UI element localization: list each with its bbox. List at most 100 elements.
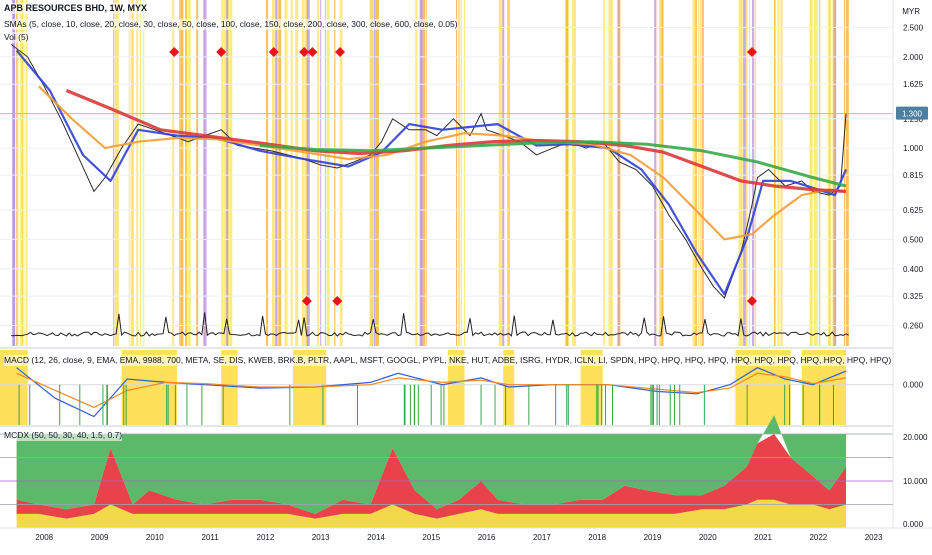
signal-stripe — [172, 0, 175, 346]
signal-stripe — [304, 0, 308, 346]
signal-stripe — [425, 0, 427, 346]
signal-stripe — [16, 0, 19, 346]
macd-zone — [221, 350, 238, 425]
x-tick-label: 2012 — [257, 533, 275, 542]
macd-tick-label: 0.000 — [903, 381, 924, 390]
signal-stripe — [603, 0, 605, 346]
signal-stripe — [500, 0, 503, 346]
price-tick-label: 0.260 — [903, 321, 924, 330]
signal-stripe — [415, 0, 418, 346]
signal-stripe — [754, 0, 756, 346]
x-tick-label: 2023 — [865, 533, 883, 542]
signal-diamond-top — [169, 47, 180, 57]
chart-title: APB RESOURCES BHD, 1W, MYX — [4, 3, 148, 14]
signal-stripe — [369, 0, 373, 346]
x-tick-label: 2009 — [91, 533, 109, 542]
signal-stripe — [203, 0, 207, 346]
signal-stripe — [604, 0, 606, 346]
sma-600-line — [259, 140, 847, 188]
signal-diamond-top — [335, 47, 346, 57]
sma-200-line — [65, 89, 847, 193]
x-tick-label: 2011 — [202, 533, 220, 542]
signal-stripe — [132, 0, 134, 346]
signal-diamond-top — [307, 47, 318, 57]
signal-stripe — [16, 0, 18, 346]
signal-stripe — [464, 0, 466, 346]
signal-stripe — [608, 0, 612, 346]
signal-stripe — [12, 0, 16, 346]
signal-stripe — [295, 0, 299, 346]
signal-stripe — [226, 0, 229, 346]
signal-stripe — [324, 0, 326, 346]
signal-stripe — [738, 0, 742, 346]
signal-diamond-top — [299, 47, 310, 57]
signal-stripe — [618, 0, 621, 346]
signal-stripe — [139, 0, 141, 346]
signal-stripe — [20, 0, 24, 346]
signal-stripe — [752, 0, 755, 346]
signal-stripe — [320, 0, 322, 346]
signal-stripe — [502, 0, 505, 346]
x-tick-label: 2021 — [754, 533, 772, 542]
price-tick-label: 2.000 — [903, 53, 924, 62]
x-axis-bg — [0, 528, 932, 550]
signal-stripe — [845, 0, 849, 346]
mcdx-banker-area — [16, 434, 846, 519]
last-price-label: 1.300 — [902, 110, 923, 119]
signal-stripe — [340, 0, 343, 346]
signal-stripe — [136, 0, 139, 346]
signal-stripe — [813, 0, 817, 346]
signal-stripe — [816, 0, 818, 346]
signal-stripe — [745, 0, 748, 346]
x-tick-label: 2017 — [533, 533, 551, 542]
signal-diamond-top — [216, 47, 227, 57]
x-tick-label: 2008 — [35, 533, 53, 542]
signal-stripe — [658, 0, 662, 346]
signal-diamond-bottom — [301, 296, 312, 306]
signal-stripe — [610, 0, 613, 346]
signal-stripe — [740, 0, 743, 346]
signal-stripe — [419, 0, 423, 346]
signal-stripe — [130, 0, 134, 346]
signal-stripe — [701, 0, 704, 346]
x-tick-label: 2022 — [809, 533, 827, 542]
signal-stripe — [699, 0, 702, 346]
x-tick-label: 2020 — [699, 533, 717, 542]
signal-diamond-bottom — [747, 296, 757, 306]
signal-stripe — [143, 0, 145, 346]
price-tick-label: 2.500 — [903, 24, 924, 33]
signal-stripe — [460, 0, 462, 346]
signal-stripe — [833, 0, 837, 346]
signal-stripe — [185, 0, 188, 346]
signal-stripe — [833, 0, 835, 346]
signal-stripe — [186, 0, 188, 346]
signal-stripe — [284, 0, 288, 346]
signal-stripe — [774, 0, 776, 346]
signal-stripe — [373, 0, 376, 346]
signal-stripe — [809, 0, 812, 346]
signal-stripe — [831, 0, 833, 346]
signal-stripe — [777, 0, 780, 346]
signal-diamond-bottom — [332, 296, 343, 306]
x-tick-label: 2014 — [367, 533, 385, 542]
signal-stripe — [180, 0, 184, 346]
price-tick-label: 0.625 — [903, 206, 924, 215]
signal-stripe — [179, 0, 181, 346]
signal-stripe — [229, 0, 233, 346]
price-tick-label: 1.625 — [903, 80, 924, 89]
signal-stripe — [780, 0, 783, 346]
mcdx-legend: MCDX (50, 50, 30, 40, 1.5, 0.7) — [4, 430, 123, 441]
price-tick-label: 0.400 — [903, 265, 924, 274]
signal-stripe — [572, 0, 575, 346]
mcdx-tick-label: 10.000 — [903, 477, 928, 486]
signal-stripe — [375, 0, 379, 346]
price-tick-label: 1.000 — [903, 144, 924, 153]
signal-stripe — [498, 0, 501, 346]
signal-stripe — [697, 0, 699, 346]
x-tick-label: 2013 — [312, 533, 330, 542]
signal-stripe — [810, 0, 813, 346]
signal-stripe — [223, 0, 227, 346]
last-price-badge — [896, 106, 928, 120]
mcdx-tick-label: 0.000 — [903, 520, 924, 529]
